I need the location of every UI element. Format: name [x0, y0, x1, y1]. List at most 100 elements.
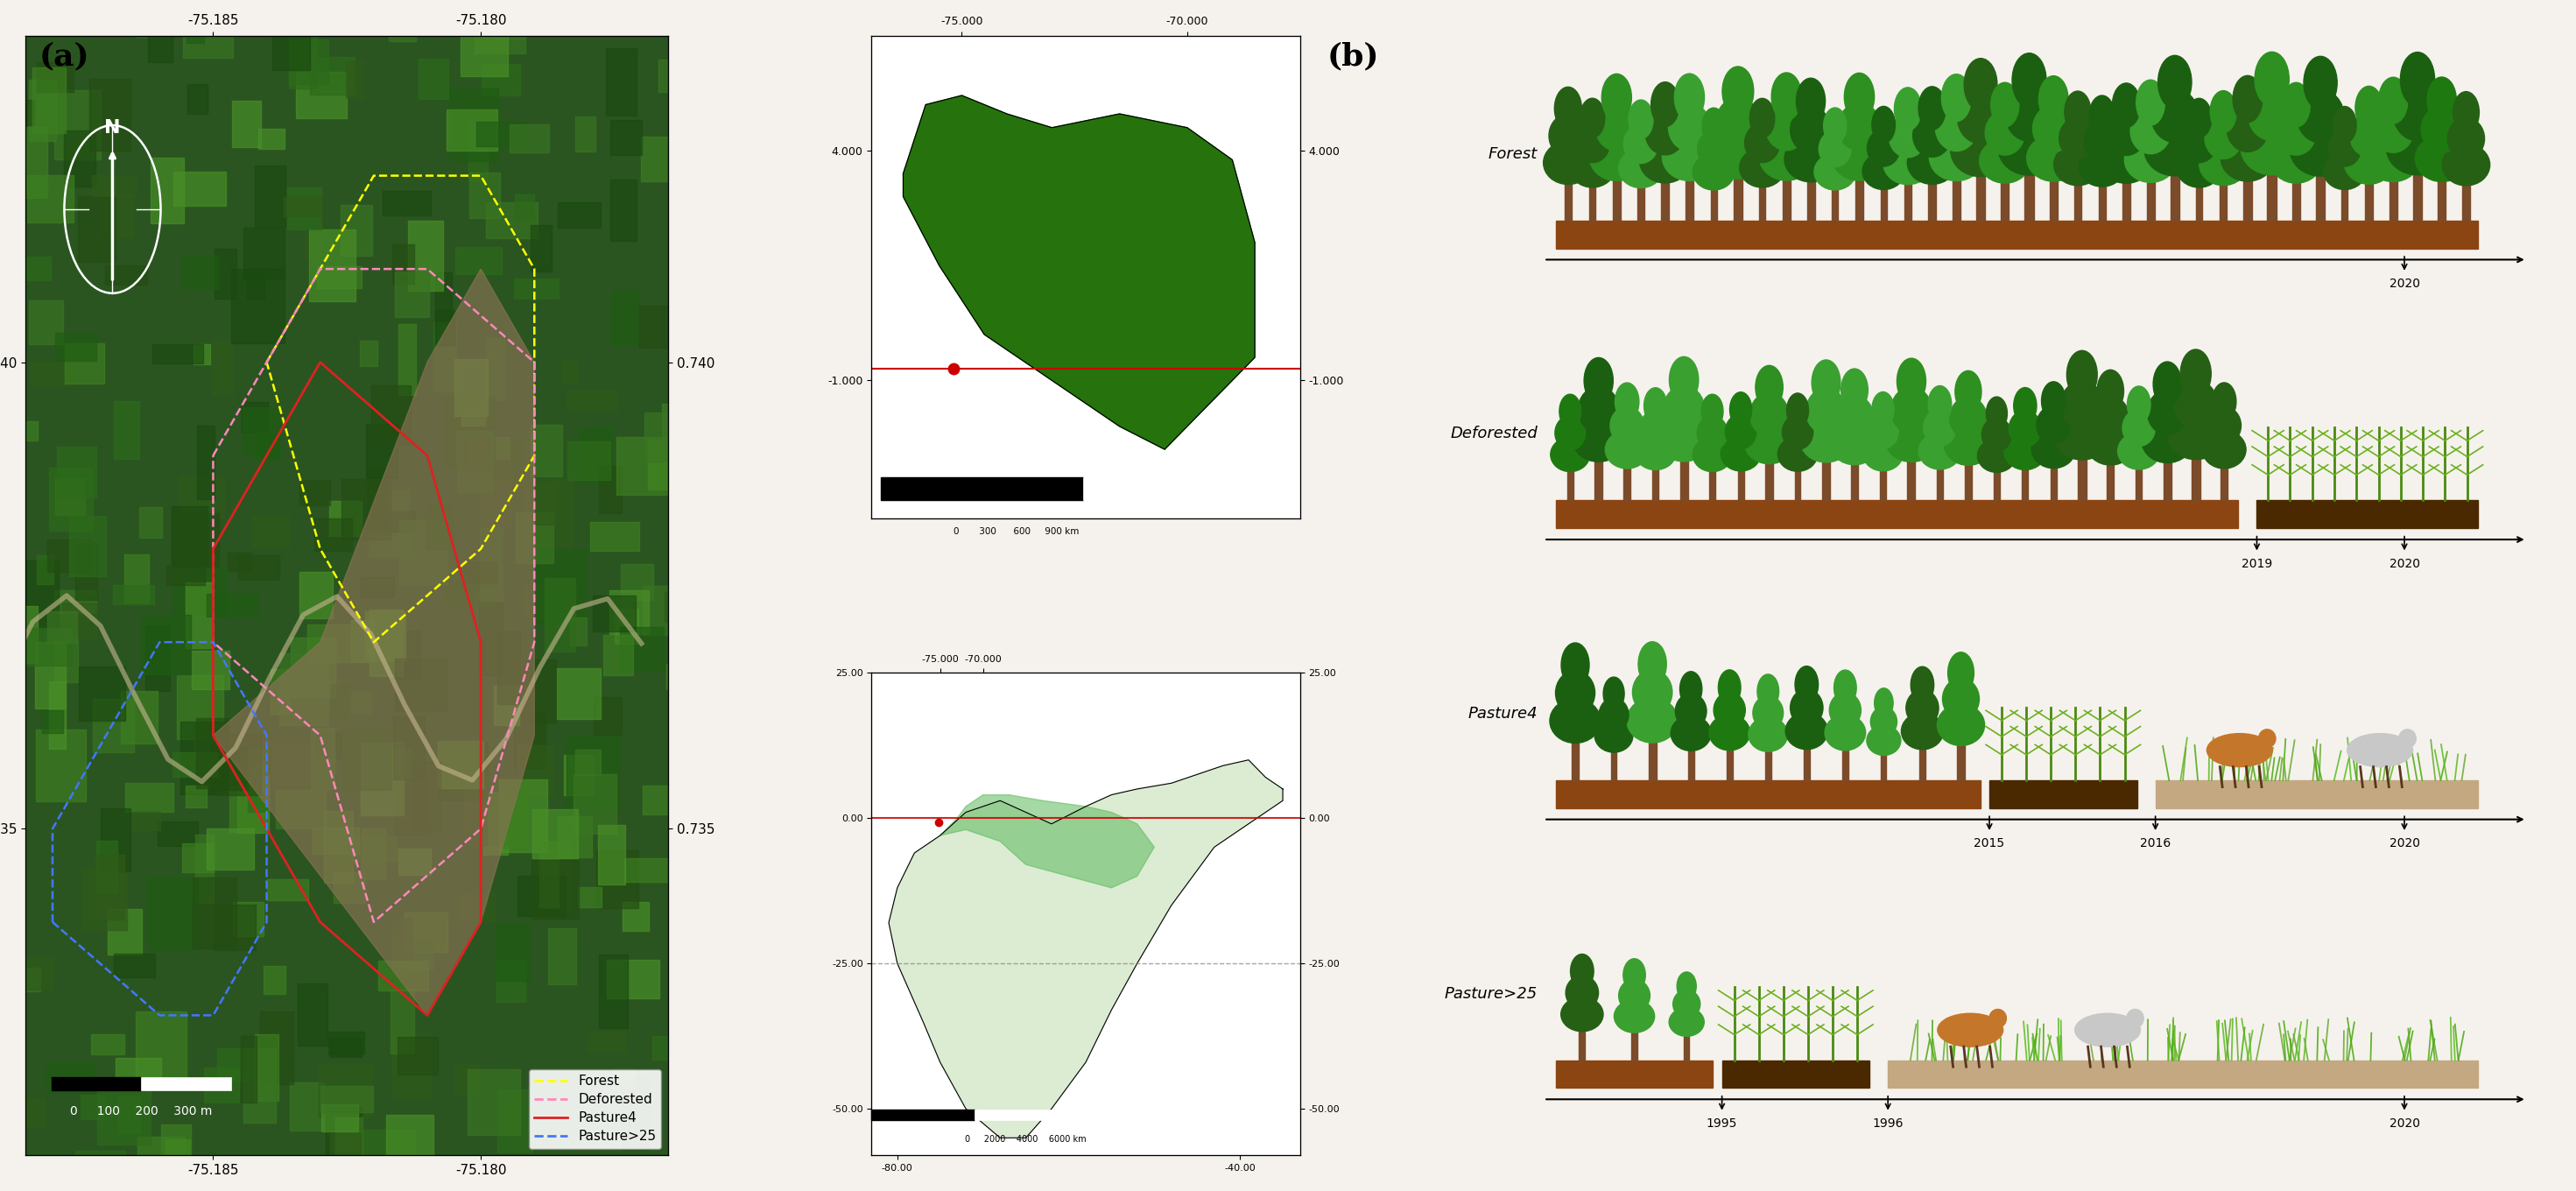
Ellipse shape: [1561, 997, 1602, 1031]
Text: 2019: 2019: [2241, 557, 2272, 569]
Bar: [461, 17, 507, 76]
Bar: [41, 710, 62, 732]
Bar: [1649, 734, 1656, 780]
Ellipse shape: [1600, 698, 1628, 731]
Ellipse shape: [2282, 82, 2311, 127]
Bar: [394, 659, 446, 711]
Bar: [598, 467, 621, 513]
Bar: [464, 437, 489, 472]
Ellipse shape: [1571, 416, 1625, 462]
Bar: [1556, 1060, 1713, 1089]
Ellipse shape: [1844, 73, 1875, 120]
Ellipse shape: [2324, 152, 2365, 189]
Bar: [278, 654, 327, 725]
Bar: [621, 565, 654, 600]
Bar: [371, 385, 410, 444]
Bar: [330, 501, 361, 536]
Bar: [523, 585, 567, 618]
Ellipse shape: [1814, 154, 1855, 191]
Bar: [188, 85, 206, 113]
Bar: [461, 399, 484, 425]
Ellipse shape: [1726, 414, 1757, 449]
Ellipse shape: [2151, 89, 2197, 142]
Ellipse shape: [1744, 420, 1795, 463]
Bar: [515, 194, 533, 220]
Ellipse shape: [2027, 135, 2081, 181]
Bar: [80, 666, 124, 721]
Ellipse shape: [1795, 79, 1826, 124]
Ellipse shape: [1868, 130, 1901, 167]
Ellipse shape: [1710, 129, 1767, 179]
Ellipse shape: [2334, 106, 2357, 143]
Bar: [309, 57, 355, 95]
Bar: [137, 1011, 188, 1083]
Bar: [574, 749, 600, 775]
Bar: [345, 61, 363, 98]
Ellipse shape: [1868, 414, 1899, 449]
Bar: [1880, 749, 1886, 780]
Bar: [394, 778, 430, 835]
Bar: [237, 777, 270, 833]
Bar: [505, 1161, 554, 1184]
Bar: [644, 412, 688, 461]
Bar: [384, 511, 415, 531]
Ellipse shape: [2179, 349, 2210, 398]
Bar: [574, 117, 595, 152]
Ellipse shape: [1638, 138, 1690, 183]
Ellipse shape: [1618, 979, 1651, 1012]
Ellipse shape: [1819, 131, 1852, 167]
Bar: [350, 621, 374, 662]
Bar: [404, 912, 448, 952]
Polygon shape: [940, 794, 1154, 887]
Bar: [245, 229, 283, 279]
Bar: [2164, 454, 2172, 500]
Ellipse shape: [1896, 358, 1927, 404]
Bar: [523, 660, 556, 722]
Bar: [381, 0, 430, 10]
Ellipse shape: [1765, 102, 1808, 150]
Ellipse shape: [1824, 107, 1847, 144]
Bar: [31, 362, 72, 386]
Bar: [319, 1086, 374, 1112]
Ellipse shape: [2174, 380, 2218, 429]
Bar: [36, 642, 64, 709]
Bar: [415, 762, 440, 830]
Ellipse shape: [1543, 142, 1592, 185]
Bar: [616, 437, 667, 494]
Bar: [263, 966, 286, 993]
Bar: [477, 588, 505, 612]
Ellipse shape: [1842, 369, 1868, 411]
Bar: [242, 407, 278, 456]
Bar: [330, 1037, 361, 1056]
Bar: [255, 432, 281, 460]
Bar: [1651, 462, 1659, 500]
Ellipse shape: [2169, 411, 2223, 460]
Bar: [232, 100, 260, 148]
Ellipse shape: [2290, 123, 2352, 176]
Ellipse shape: [1677, 972, 1695, 1000]
Bar: [77, 197, 116, 262]
Ellipse shape: [2084, 120, 2120, 161]
Ellipse shape: [1795, 666, 1819, 703]
Ellipse shape: [2213, 382, 2236, 420]
Ellipse shape: [1643, 388, 1667, 424]
Bar: [1566, 464, 1574, 500]
Bar: [469, 1070, 520, 1135]
Ellipse shape: [1718, 669, 1741, 705]
Ellipse shape: [1950, 397, 1986, 439]
Bar: [325, 811, 353, 883]
Ellipse shape: [1595, 719, 1633, 753]
Bar: [54, 479, 85, 515]
Bar: [492, 0, 526, 39]
Bar: [82, 0, 100, 2]
Bar: [497, 960, 526, 1002]
Bar: [330, 1134, 361, 1189]
Bar: [113, 400, 139, 459]
Bar: [173, 172, 227, 206]
Bar: [142, 615, 191, 674]
Bar: [1976, 167, 1986, 220]
Ellipse shape: [2349, 113, 2388, 157]
Ellipse shape: [1680, 672, 1703, 706]
Bar: [520, 479, 572, 547]
Ellipse shape: [1788, 393, 1808, 428]
